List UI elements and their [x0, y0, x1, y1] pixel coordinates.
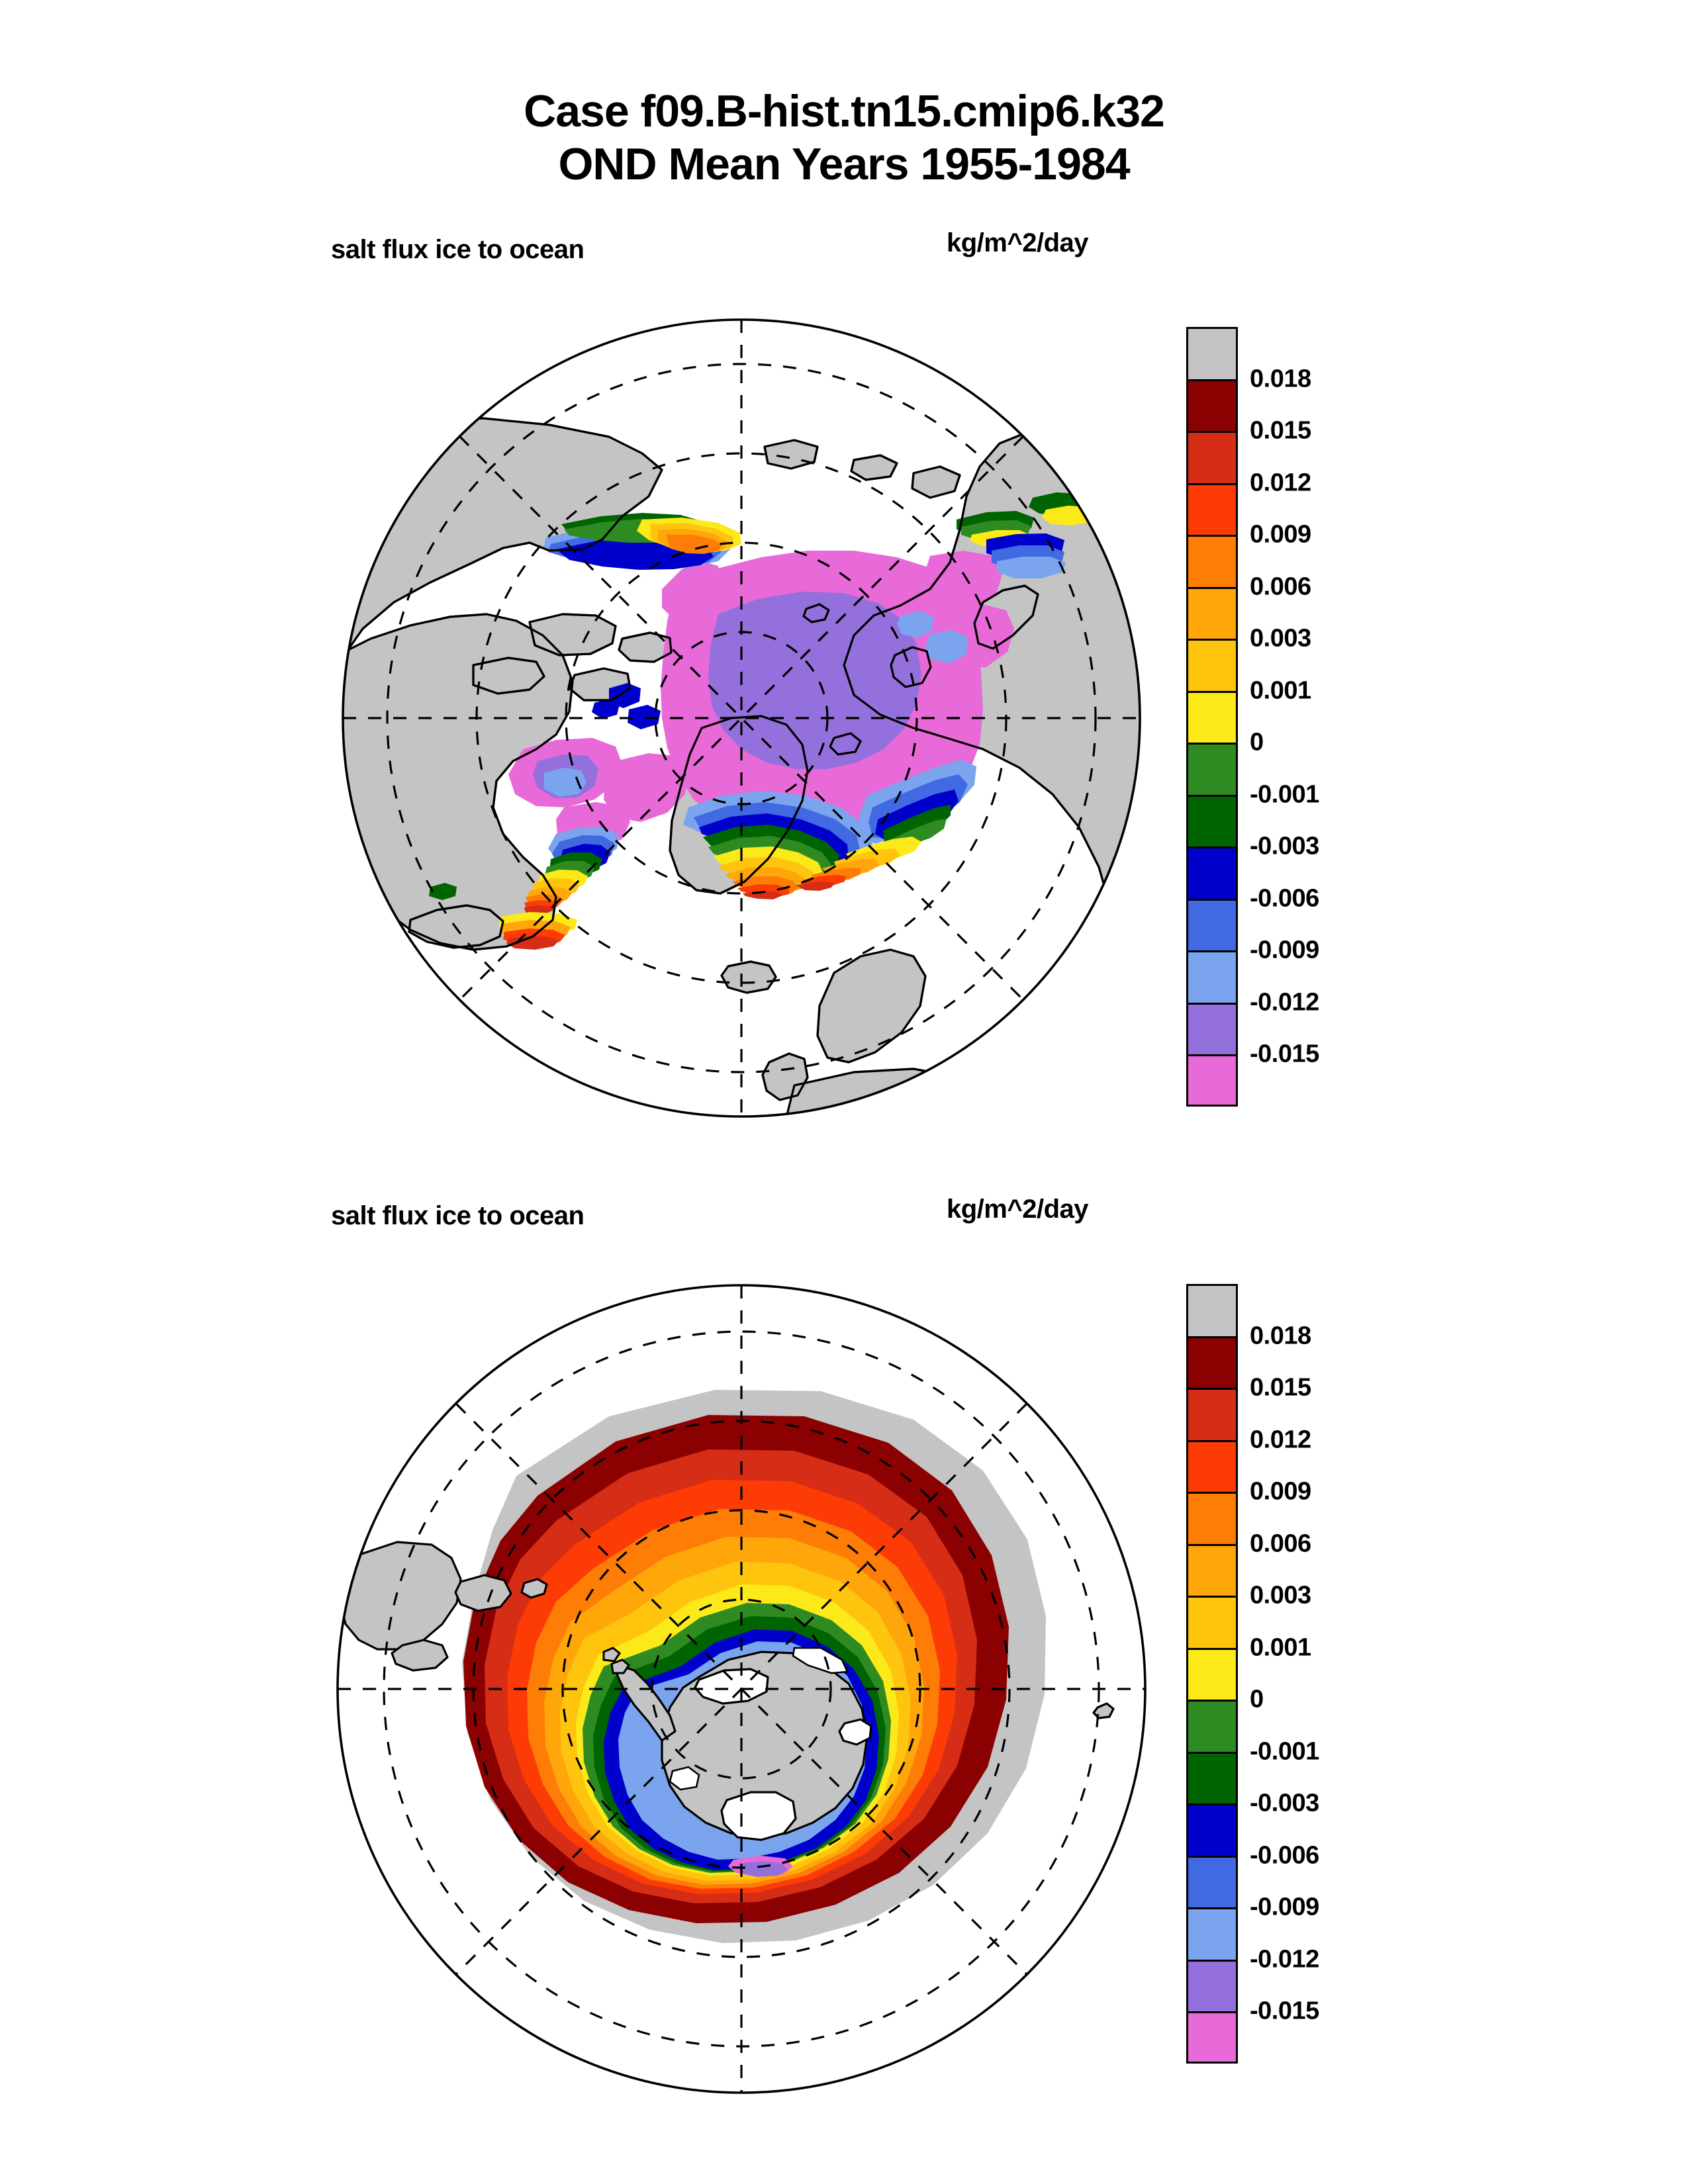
antarctic-colorbar-segment[interactable]	[1186, 1543, 1238, 1596]
arctic-graticule	[343, 320, 1140, 1116]
antarctic-colorbar-tick-label: 0.009	[1250, 1477, 1311, 1506]
antarctic-colorbar-tick-label: 0	[1250, 1685, 1264, 1713]
arctic-colorbar-segment[interactable]	[1186, 327, 1238, 379]
arctic-colorbar-segment[interactable]	[1186, 586, 1238, 639]
antarctic-colorbar-tick-label: 0.012	[1250, 1426, 1311, 1453]
arctic-colorbar-tick-label: -0.015	[1250, 1040, 1319, 1068]
antarctic-map-panel	[331, 1277, 1158, 2111]
antarctic-colorbar-segment[interactable]	[1186, 1855, 1238, 1907]
arctic-map-content	[343, 320, 1140, 1116]
arctic-colorbar-tick-label: -0.012	[1250, 988, 1319, 1016]
title-line-1: Case f09.B-hist.tn15.cmip6.k32	[524, 86, 1165, 136]
south-america-tip	[339, 1541, 1115, 1719]
arctic-map-svg	[342, 318, 1141, 1118]
arctic-colorbar-tick-label: 0.006	[1250, 572, 1311, 600]
antarctic-colorbar-tick-label: -0.001	[1250, 1737, 1319, 1765]
arctic-colorbar-segment[interactable]	[1186, 950, 1238, 1003]
arctic-colorbar-tick-label: -0.001	[1250, 780, 1319, 808]
antarctic-colorbar-segment[interactable]	[1186, 1647, 1238, 1700]
arctic-colorbar-tick-label: -0.006	[1250, 884, 1319, 912]
antarctic-colorbar-segment[interactable]	[1186, 2011, 1238, 2064]
antarctic-colorbar-segment[interactable]	[1186, 1596, 1238, 1648]
arctic-colorbar-segment[interactable]	[1186, 1002, 1238, 1054]
arctic-colorbar-segment[interactable]	[1186, 898, 1238, 950]
antarctic-colorbar-segment[interactable]	[1186, 1388, 1238, 1440]
arctic-units-label: kg/m^2/day	[947, 228, 1089, 257]
arctic-colorbar-tick-label: 0.018	[1250, 365, 1311, 392]
arctic-colorbar-tick-label: -0.003	[1250, 832, 1319, 860]
antarctic-colorbar-segment[interactable]	[1186, 1907, 1238, 1960]
arctic-colorbar-tick-label: 0.003	[1250, 624, 1311, 653]
arctic-colorbar-segment[interactable]	[1186, 639, 1238, 691]
antarctic-colorbar-tick-label: 0.015	[1250, 1373, 1311, 1402]
antarctic-colorbar-tick-label: -0.009	[1250, 1893, 1319, 1921]
antarctic-colorbar-tick-label: -0.006	[1250, 1841, 1319, 1869]
arctic-colorbar-tick-label: 0	[1250, 728, 1264, 756]
antarctic-colorbar-tick-label: -0.012	[1250, 1945, 1319, 1973]
antarctic-colorbar-segment[interactable]	[1186, 1284, 1238, 1336]
antarctic-colorbar[interactable]: 0.018 0.015 0.012 0.009 0.006 0.003 0.001 0 -0.0…	[1186, 1284, 1319, 2064]
page-title: Case f09.B-hist.tn15.cmip6.k32 OND Mean …	[0, 86, 1688, 189]
arctic-colorbar-tick-label: 0.015	[1250, 416, 1311, 445]
antarctic-units-label: kg/m^2/day	[947, 1195, 1089, 1224]
arctic-colorbar-segment[interactable]	[1186, 846, 1238, 899]
antarctic-colorbar-segment[interactable]	[1186, 1492, 1238, 1544]
antarctic-colorbar-segment[interactable]	[1186, 1439, 1238, 1492]
antarctic-colorbar-tick-label: 0.003	[1250, 1581, 1311, 1610]
antarctic-continent	[602, 1647, 872, 1841]
arctic-colorbar-tick-label: -0.009	[1250, 936, 1319, 964]
antarctic-colorbar-tick-label: 0.018	[1250, 1322, 1311, 1349]
antarctic-colorbar-segment[interactable]	[1186, 1336, 1238, 1388]
antarctic-colorbar-segment[interactable]	[1186, 1959, 1238, 2011]
antarctic-colorbar-tick-label: -0.003	[1250, 1789, 1319, 1817]
arctic-map-boundary	[342, 318, 1141, 1118]
antarctic-map-content	[338, 1285, 1145, 2093]
arctic-colorbar-segment[interactable]	[1186, 794, 1238, 846]
antarctic-colorbar-tick-label: -0.015	[1250, 1997, 1319, 2025]
antarctic-map-boundary	[336, 1284, 1147, 2094]
antarctic-colorbar-segment[interactable]	[1186, 1803, 1238, 1856]
arctic-colorbar-segment[interactable]	[1186, 1054, 1238, 1107]
arctic-colorbar-segment[interactable]	[1186, 690, 1238, 743]
antarctic-graticule	[338, 1285, 1145, 2093]
antarctic-colorbar-segment[interactable]	[1186, 1700, 1238, 1752]
arctic-colorbar[interactable]: 0.018 0.015 0.012 0.009 0.006 0.003 0.001 0 -0.0…	[1186, 327, 1319, 1107]
arctic-map-panel	[331, 304, 1158, 1138]
antarctic-colorbar-tick-label: 0.006	[1250, 1529, 1311, 1557]
arctic-colorbar-tick-label: 0.012	[1250, 469, 1311, 496]
arctic-positive-bands	[429, 492, 1098, 950]
title-line-2: OND Mean Years 1955-1984	[558, 139, 1130, 190]
antarctic-map-svg	[336, 1284, 1147, 2094]
antarctic-colorbar-tick-label: 0.001	[1250, 1633, 1311, 1661]
arctic-colorbar-segment[interactable]	[1186, 743, 1238, 795]
arctic-colorbar-segment[interactable]	[1186, 535, 1238, 587]
arctic-colorbar-segment[interactable]	[1186, 379, 1238, 431]
arctic-variable-label: salt flux ice to ocean	[331, 235, 585, 264]
antarctic-variable-label: salt flux ice to ocean	[331, 1201, 585, 1230]
arctic-colorbar-tick-label: 0.001	[1250, 676, 1311, 704]
arctic-colorbar-tick-label: 0.009	[1250, 520, 1311, 549]
arctic-colorbar-segment[interactable]	[1186, 431, 1238, 483]
arctic-colorbar-segment[interactable]	[1186, 482, 1238, 535]
antarctic-colorbar-segment[interactable]	[1186, 1751, 1238, 1803]
